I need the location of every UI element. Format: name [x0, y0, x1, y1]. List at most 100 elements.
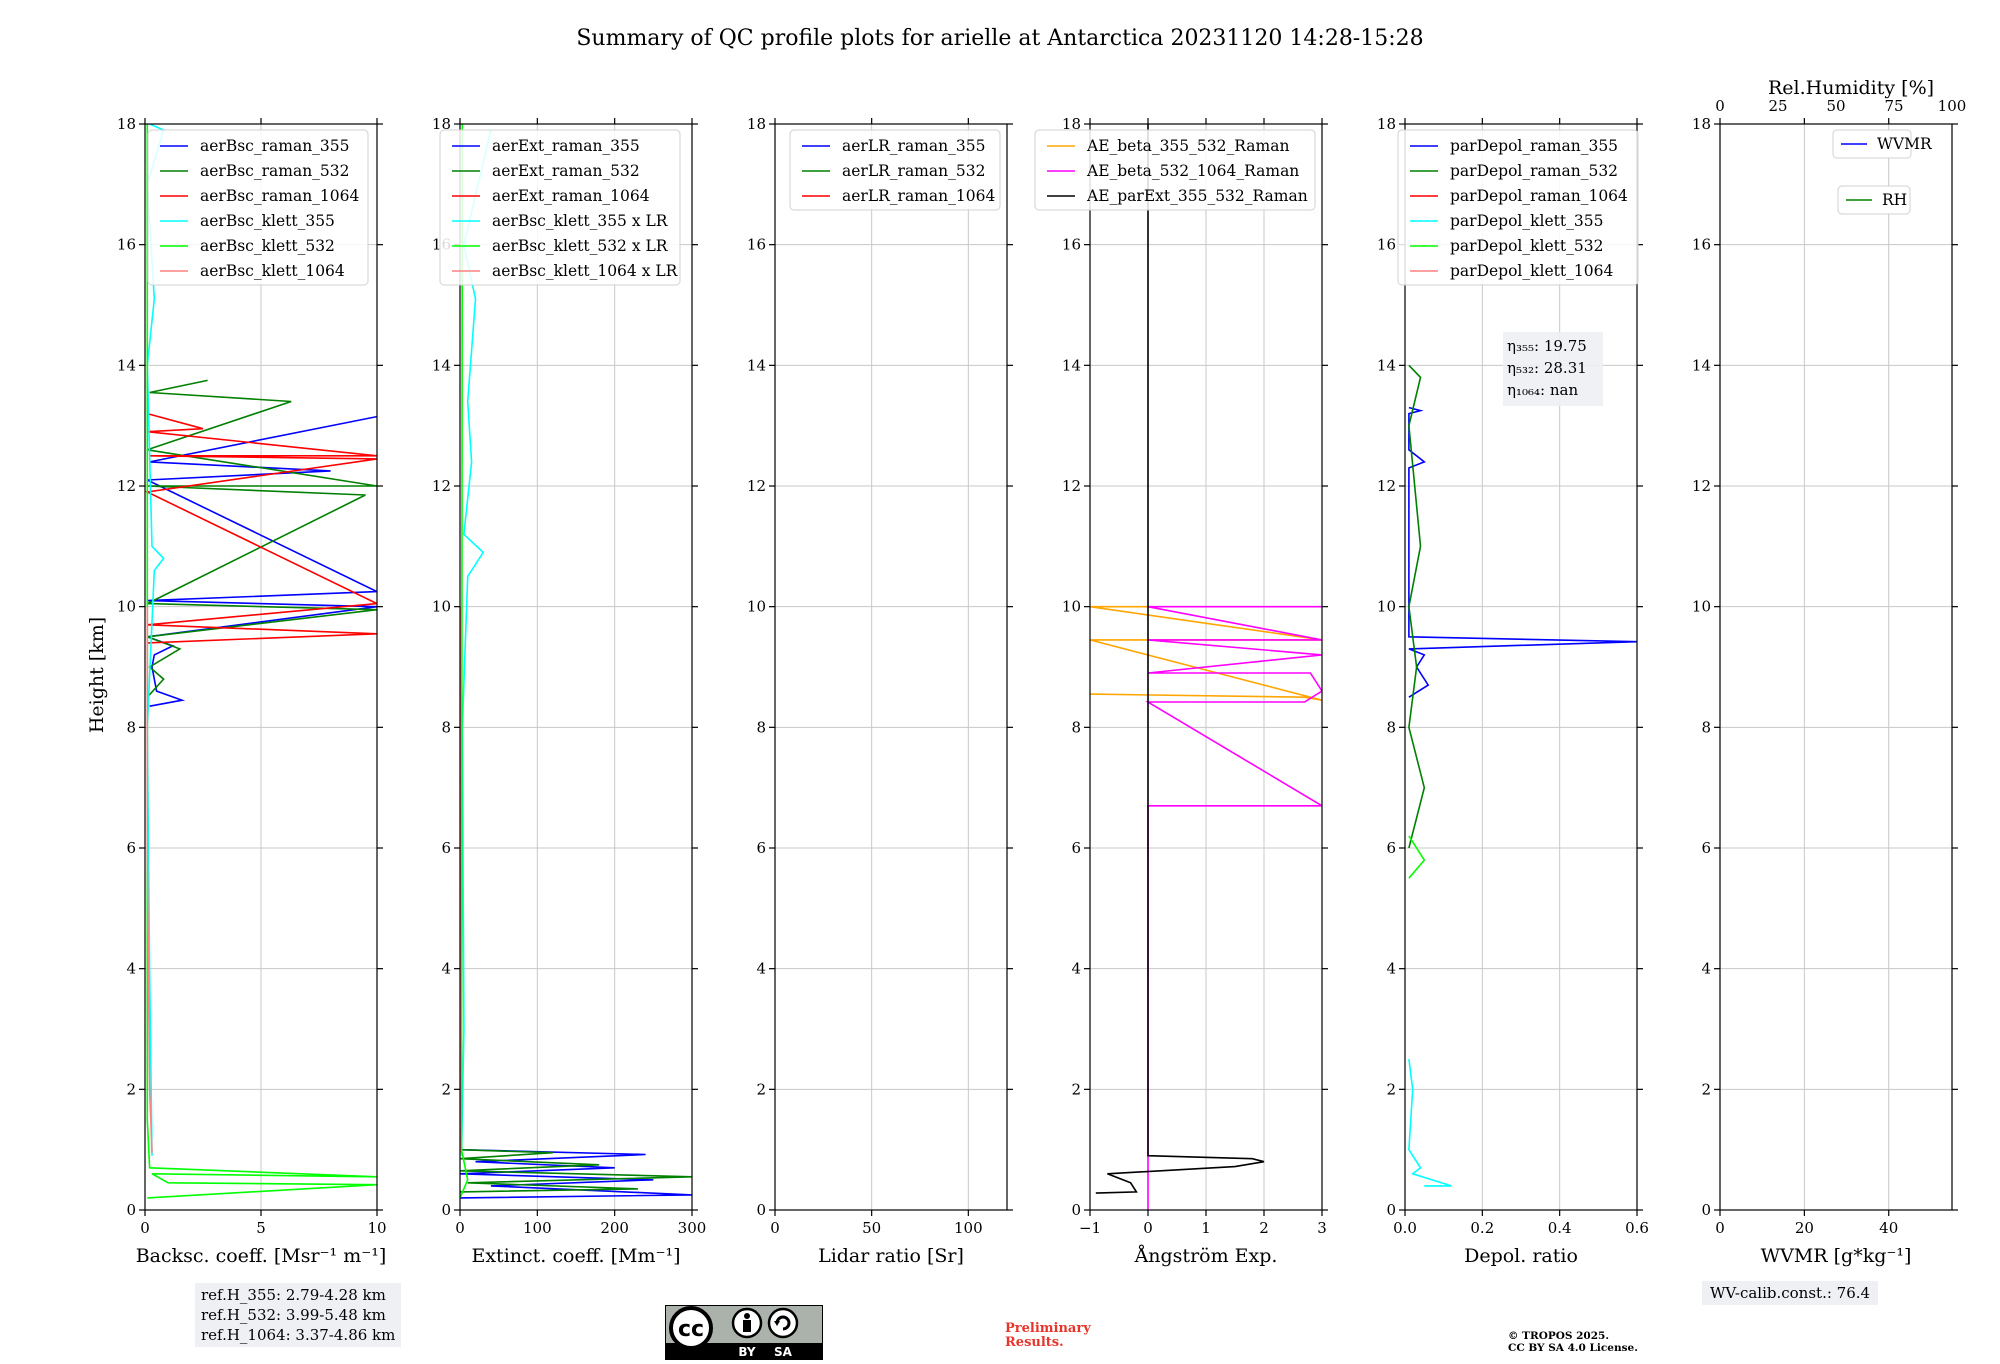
top-x-tick-label: 100 — [1938, 97, 1967, 115]
y-tick-label: 16 — [1377, 236, 1396, 254]
eta-value: η₃₅₅: 19.75 — [1507, 337, 1587, 355]
legend-entry: parDepol_raman_1064 — [1450, 187, 1628, 205]
y-tick-label: 0 — [1386, 1201, 1396, 1219]
legend-entry: WVMR — [1877, 135, 1933, 153]
panel-lidar_ratio: 0 2 4 6 8 10 12 14 16 18 0 50 100 Lidar ratio [Sr] aer… — [747, 115, 1013, 1267]
legend-box — [1034, 129, 1316, 211]
y-tick-label: 16 — [1062, 236, 1081, 254]
preliminary-line-1: Preliminary — [1005, 1321, 1091, 1336]
top-x-tick-label: 75 — [1884, 97, 1903, 115]
x-tick-label: −1 — [1079, 1219, 1101, 1237]
legend-entry: aerLR_raman_1064 — [842, 187, 995, 205]
legend-box — [1832, 129, 1912, 159]
series-line-aerBsc_raman_1064 — [145, 412, 377, 644]
x-axis-label: Ångström Exp. — [1134, 1245, 1278, 1267]
x-tick-label: 1 — [1201, 1219, 1211, 1237]
y-tick-label: 8 — [1071, 718, 1081, 736]
y-tick-label: 8 — [126, 718, 136, 736]
reference-heights-box: ref.H_355: 2.79-4.28 km ref.H_532: 3.99-… — [195, 1283, 402, 1347]
y-tick-label: 16 — [1692, 236, 1711, 254]
y-tick-label: 14 — [1377, 356, 1396, 374]
y-tick-label: 4 — [1701, 960, 1711, 978]
legend: aerExt_raman_355 aerExt_raman_532 aerExt_r… — [439, 129, 681, 286]
y-tick-label: 4 — [441, 960, 451, 978]
legend-entry: aerExt_raman_532 — [492, 162, 640, 180]
x-tick-label: 20 — [1795, 1219, 1814, 1237]
y-tick-label: 6 — [756, 839, 766, 857]
y-tick-label: 0 — [1071, 1201, 1081, 1219]
y-tick-label: 18 — [1062, 115, 1081, 133]
y-tick-label: 14 — [747, 356, 766, 374]
sa-share-icon — [767, 1307, 799, 1339]
y-tick-label: 4 — [756, 960, 766, 978]
y-tick-label: 12 — [1062, 477, 1081, 495]
x-tick-label: 0 — [770, 1219, 780, 1237]
ref-height-532: ref.H_532: 3.99-5.48 km — [201, 1306, 386, 1324]
x-tick-label: 0 — [140, 1219, 150, 1237]
preliminary-notice: Preliminary Results. — [1005, 1322, 1091, 1350]
legend-entry: parDepol_raman_355 — [1450, 137, 1618, 155]
axes-frame — [1719, 123, 1953, 1211]
top-x-tick-label: 50 — [1826, 97, 1845, 115]
x-tick-label: 100 — [523, 1219, 552, 1237]
y-tick-label: 12 — [1377, 477, 1396, 495]
legend-entry: aerLR_raman_532 — [842, 162, 985, 180]
series-line-aerBsc_klett_532 — [146, 124, 377, 1199]
y-tick-label: 2 — [1071, 1080, 1081, 1098]
y-tick-label: 10 — [117, 598, 136, 616]
legend-entry: AE_beta_532_1064_Raman — [1086, 162, 1299, 180]
series-line-aerBsc_klett_1064 — [146, 606, 153, 1153]
legend-box — [1837, 185, 1911, 215]
y-tick-label: 12 — [747, 477, 766, 495]
x-tick-label: 100 — [954, 1219, 983, 1237]
y-tick-label: 0 — [126, 1201, 136, 1219]
by-label: BY — [738, 1345, 755, 1359]
legend-entry: aerBsc_klett_1064 x LR — [492, 262, 679, 280]
sa-label: SA — [774, 1345, 793, 1359]
y-tick-label: 4 — [126, 960, 136, 978]
legend-entry: aerExt_raman_355 — [492, 137, 640, 155]
legend-entry: aerExt_raman_1064 — [492, 187, 650, 205]
series-line-aerBsc_klett_532-x-LR — [460, 124, 469, 1199]
y-tick-label: 10 — [1062, 598, 1081, 616]
legend-entry: aerBsc_klett_532 — [200, 237, 335, 255]
legend-entry: aerBsc_raman_355 — [200, 137, 350, 155]
legend-RH: RH — [1837, 185, 1911, 215]
legend-entry: aerBsc_klett_355 — [200, 212, 335, 230]
figure-title: Summary of QC profile plots for arielle … — [576, 26, 1423, 51]
y-tick-label: 6 — [1701, 839, 1711, 857]
y-tick-label: 12 — [1692, 477, 1711, 495]
wv-calib-text: WV-calib.const.: 76.4 — [1710, 1284, 1871, 1302]
series-line-aerExt_raman_355 — [460, 1148, 692, 1199]
ref-height-355: ref.H_355: 2.79-4.28 km — [201, 1286, 386, 1304]
y-tick-label: 0 — [756, 1201, 766, 1219]
top-x-tick-label: 0 — [1715, 97, 1725, 115]
legend-box — [147, 129, 369, 286]
axes-frame — [774, 123, 1008, 1211]
axes-frame — [1404, 123, 1638, 1211]
copyright-line-1: © TROPOS 2025. — [1508, 1330, 1610, 1342]
panel-extinction: 0246810121416180100200300Extinct. coeff.… — [432, 115, 706, 1267]
legend-entry: aerBsc_raman_1064 — [200, 187, 360, 205]
copyright-line-2: CC BY SA 4.0 License. — [1508, 1342, 1638, 1354]
legend-WVMR: WVMR — [1832, 129, 1933, 159]
legend-entry: aerBsc_klett_532 x LR — [492, 237, 669, 255]
series-line-AE_beta_355_532_Raman — [1090, 605, 1322, 701]
x-tick-label: 50 — [862, 1219, 881, 1237]
x-tick-label: 0 — [1143, 1219, 1153, 1237]
legend-box — [439, 129, 681, 286]
y-tick-label: 2 — [441, 1080, 451, 1098]
legend-box — [789, 129, 1001, 211]
eta-box — [1503, 332, 1603, 406]
x-tick-label: 2 — [1259, 1219, 1269, 1237]
legend-entry: parDepol_raman_532 — [1450, 162, 1618, 180]
cc-icon — [669, 1306, 713, 1350]
x-tick-label: 0.2 — [1470, 1219, 1494, 1237]
series-line-aerBsc_raman_355 — [146, 415, 377, 707]
y-tick-label: 2 — [126, 1080, 136, 1098]
series-line-parDepol_klett_532 — [1408, 835, 1426, 879]
